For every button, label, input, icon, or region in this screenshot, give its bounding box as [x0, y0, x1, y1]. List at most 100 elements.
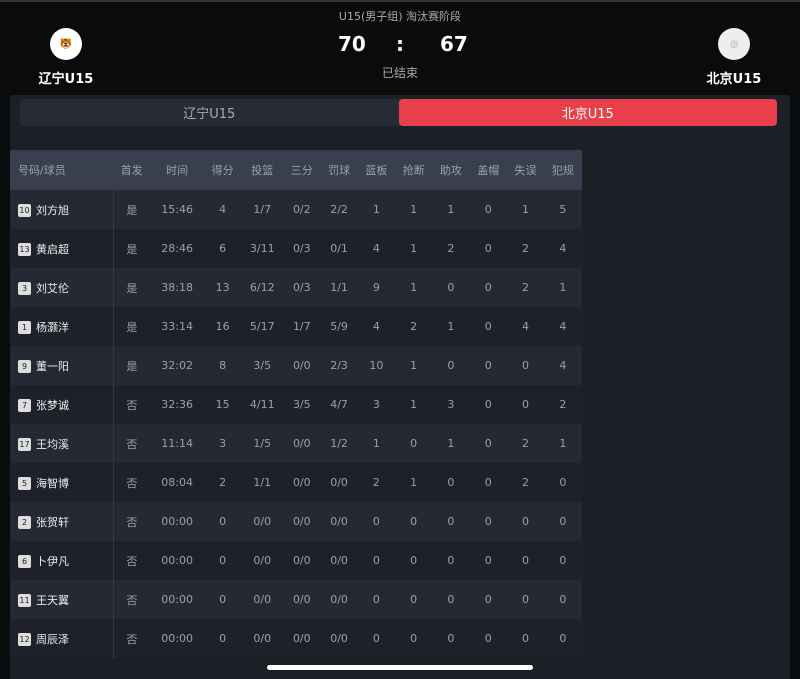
stat-cell: 0: [432, 463, 470, 502]
stat-cell: 2/3: [320, 346, 358, 385]
stat-cell: 0/0: [241, 580, 284, 619]
stat-cell: 0: [544, 580, 582, 619]
stat-cell: 13: [204, 268, 242, 307]
stat-cell: 38:18: [150, 268, 205, 307]
stat-cell: 0: [469, 190, 507, 229]
player-cell: 10 刘方旭: [10, 190, 114, 229]
stat-cell: 15:46: [150, 190, 205, 229]
stat-cell: 0: [506, 580, 545, 619]
column-header: 时间: [150, 150, 205, 190]
stat-cell: 0/0: [283, 463, 321, 502]
stat-cell: 是: [113, 307, 151, 346]
table-row[interactable]: 17 王均溪否 11:14 3 1/5 0/0 1/2 1 0 1 0 2 1: [10, 424, 582, 463]
stat-cell: 3/5: [283, 385, 321, 424]
stat-cell: 0: [506, 541, 545, 580]
table-row[interactable]: 10 刘方旭是 15:46 4 1/7 0/2 2/2 1 1 1 0 1 5: [10, 190, 582, 229]
stat-cell: 0: [506, 619, 545, 658]
horizontal-scrollbar[interactable]: [267, 665, 533, 670]
stat-cell: 0/0: [283, 580, 321, 619]
stat-cell: 1/1: [241, 463, 284, 502]
stat-cell: 0/0: [320, 580, 358, 619]
player-cell: 9 董一阳: [10, 346, 114, 385]
player-cell: 11 王天翼: [10, 580, 114, 619]
stat-cell: 1: [432, 424, 470, 463]
stat-cell: 0: [204, 619, 242, 658]
stat-cell: 1/5: [241, 424, 284, 463]
stat-cell: 0: [395, 502, 433, 541]
stat-cell: 0: [357, 502, 395, 541]
column-header: 投篮: [241, 150, 284, 190]
stat-cell: 1: [432, 307, 470, 346]
stat-cell: 4: [544, 346, 582, 385]
jersey-number: 13: [18, 243, 31, 256]
table-row[interactable]: 6 卜伊凡否 00:00 0 0/0 0/0 0/0 0 0 0 0 0 0: [10, 541, 582, 580]
home-team[interactable]: 🐯 辽宁U15: [26, 28, 106, 87]
stat-cell: 0: [544, 541, 582, 580]
stat-cell: 1: [395, 268, 433, 307]
stat-cell: 00:00: [150, 619, 205, 658]
player-name: 海智博: [36, 476, 69, 490]
column-header: 蓝板: [357, 150, 395, 190]
tab-home[interactable]: 辽宁U15: [183, 107, 236, 122]
stat-cell: 16: [204, 307, 242, 346]
stat-cell: 0: [469, 385, 507, 424]
tab-away[interactable]: 北京U15: [398, 99, 777, 126]
player-stats-table: 号码/球员 首发 时间 得分 投篮 三分 罚球 蓝板 抢断 助攻 盖帽 失误 犯规 10 刘方旭是 15:4…: [10, 150, 582, 658]
stat-cell: 0: [469, 346, 507, 385]
stat-cell: 1: [357, 424, 395, 463]
stat-cell: 否: [113, 424, 151, 463]
stage-label: U15(男子组) 淘汰赛阶段: [338, 10, 462, 23]
stat-cell: 0: [469, 541, 507, 580]
stat-cell: 0: [357, 580, 395, 619]
stat-cell: 2: [432, 229, 470, 268]
stat-cell: 2: [506, 424, 545, 463]
table-row[interactable]: 9 董一阳是 32:02 8 3/5 0/0 2/3 10 1 0 0 0 4: [10, 346, 582, 385]
stat-cell: 0/0: [283, 424, 321, 463]
stat-cell: 4/11: [241, 385, 284, 424]
stat-cell: 0: [469, 268, 507, 307]
away-score: 67: [440, 32, 468, 56]
team-tabs: 辽宁U15 北京U15: [20, 99, 777, 126]
player-cell: 2 张贺轩: [10, 502, 114, 541]
table-row[interactable]: 1 杨灏洋是 33:14 16 5/17 1/7 5/9 4 2 1 0 4 4: [10, 307, 582, 346]
stat-cell: 0/3: [283, 229, 321, 268]
away-team-name: 北京U15: [706, 72, 762, 87]
table-row[interactable]: 7 张梦诚否 32:36 15 4/11 3/5 4/7 3 1 3 0 0 2: [10, 385, 582, 424]
player-cell: 17 王均溪: [10, 424, 114, 463]
stat-cell: 0: [506, 385, 545, 424]
table-row[interactable]: 13 黄启超是 28:46 6 3/11 0/3 0/1 4 1 2 0 2 4: [10, 229, 582, 268]
table-row[interactable]: 11 王天翼否 00:00 0 0/0 0/0 0/0 0 0 0 0 0 0: [10, 580, 582, 619]
stat-cell: 4: [357, 229, 395, 268]
stat-cell: 0: [395, 619, 433, 658]
stat-cell: 0: [395, 424, 433, 463]
stat-cell: 2: [506, 463, 545, 502]
stat-cell: 1: [395, 229, 433, 268]
away-team[interactable]: ◍ 北京U15: [694, 28, 774, 87]
stat-cell: 1/7: [241, 190, 284, 229]
column-header: 号码/球员: [10, 150, 113, 190]
stat-cell: 是: [113, 346, 151, 385]
stat-cell: 5: [544, 190, 582, 229]
player-cell: 3 刘艾伦: [10, 268, 114, 307]
table-row[interactable]: 12 周辰泽否 00:00 0 0/0 0/0 0/0 0 0 0 0 0 0: [10, 619, 582, 658]
score-separator: :: [396, 32, 404, 56]
table-row[interactable]: 5 海智博否 08:04 2 1/1 0/0 0/0 2 1 0 0 2 0: [10, 463, 582, 502]
player-name: 刘方旭: [36, 203, 69, 217]
jersey-number: 3: [18, 282, 31, 295]
table-row[interactable]: 3 刘艾伦是 38:18 13 6/12 0/3 1/1 9 1 0 0 2 1: [10, 268, 582, 307]
player-cell: 12 周辰泽: [10, 619, 114, 658]
stat-cell: 0: [469, 463, 507, 502]
stat-cell: 否: [113, 385, 151, 424]
column-header: 犯规: [544, 150, 582, 190]
stat-cell: 1/2: [320, 424, 358, 463]
stat-cell: 0/0: [283, 502, 321, 541]
player-name: 董一阳: [36, 359, 69, 373]
stat-cell: 5/17: [241, 307, 284, 346]
stat-cell: 3: [432, 385, 470, 424]
jersey-number: 10: [18, 204, 31, 217]
table-row[interactable]: 2 张贺轩否 00:00 0 0/0 0/0 0/0 0 0 0 0 0 0: [10, 502, 582, 541]
stat-cell: 4/7: [320, 385, 358, 424]
column-header: 抢断: [395, 150, 433, 190]
stat-cell: 00:00: [150, 580, 205, 619]
jersey-number: 17: [18, 438, 31, 451]
